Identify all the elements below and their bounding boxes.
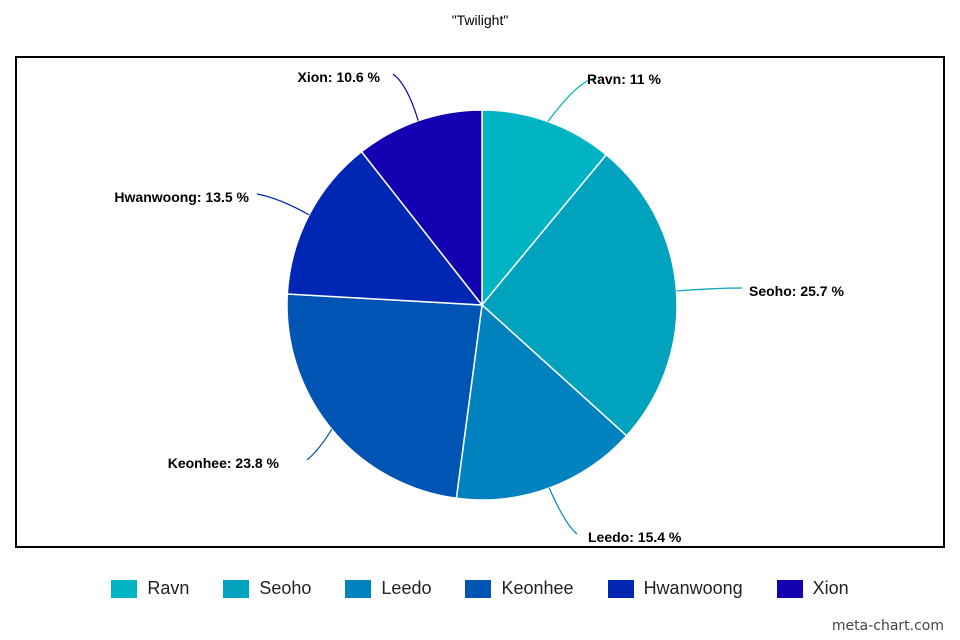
leader-line-keonhee [306,428,333,461]
plot-area: Ravn: 11 % Seoho: 25.7 % Leedo: 15.4 % Keon… [15,56,945,548]
leader-line-xion [392,73,419,121]
slice-label-hwanwoong: Hwanwoong: 13.5 % [114,189,249,205]
legend-item-xion[interactable]: Xion [776,578,849,599]
legend-label: Keonhee [501,578,574,598]
legend-label: Leedo [381,578,432,598]
slice-label-seoho: Seoho: 25.7 % [749,283,844,299]
legend-label: Xion [812,578,849,598]
leader-line-leedo [548,487,578,535]
legend-item-keonhee[interactable]: Keonhee [465,578,574,599]
leader-line-hwanwoong [256,193,310,216]
legend-swatch [111,579,138,598]
pie-slice-keonhee [286,293,483,500]
watermark: meta-chart.com [831,618,944,634]
legend-label: Hwanwoong [643,578,743,598]
chart-title: "Twilight" [451,12,509,28]
legend-swatch [607,579,634,598]
legend-swatch [345,579,372,598]
slice-label-xion: Xion: 10.6 % [298,69,381,85]
legend-item-leedo[interactable]: Leedo [345,578,431,599]
legend-swatch [465,579,492,598]
leader-line-seoho [676,287,743,292]
slice-label-ravn: Ravn: 11 % [587,71,661,87]
legend-label: Ravn [147,578,190,598]
legend-item-seoho[interactable]: Seoho [223,578,311,599]
legend-item-ravn[interactable]: Ravn [111,578,189,599]
legend-item-hwanwoong[interactable]: Hwanwoong [607,578,743,599]
leader-line-ravn [547,77,596,122]
legend: Ravn Seoho Leedo Keonhee Hwanwoong Xion [0,578,960,599]
pie-chart: Ravn: 11 % Seoho: 25.7 % Leedo: 15.4 % Keon… [114,69,844,545]
slice-label-keonhee: Keonhee: 23.8 % [168,455,280,471]
legend-label: Seoho [259,578,312,598]
legend-swatch [776,579,803,598]
legend-swatch [223,579,250,598]
pie-slice-hwanwoong [286,150,484,306]
pie-slice-leedo [455,303,628,501]
slice-label-leedo: Leedo: 15.4 % [588,529,682,545]
